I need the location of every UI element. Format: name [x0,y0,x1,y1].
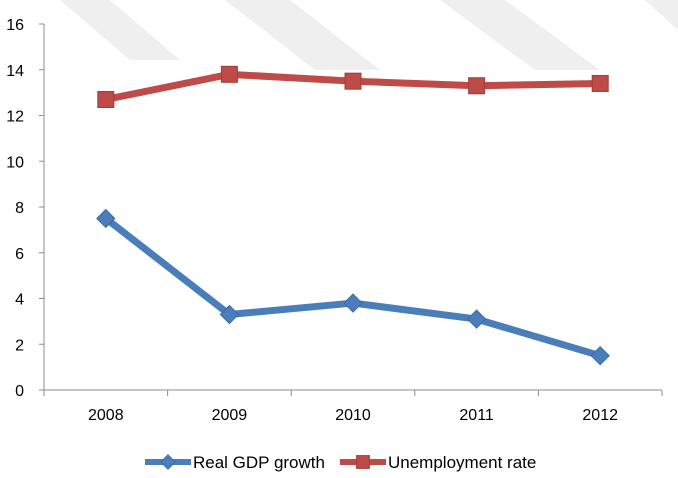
x-tick-label: 2012 [582,407,618,424]
diamond-marker [466,309,487,329]
series-line [102,214,604,360]
diamond-marker [160,454,176,470]
square-marker [356,455,370,469]
y-tick-label: 2 [15,337,24,354]
diamond-marker [343,293,363,313]
legend-label: Real GDP growth [193,453,325,472]
diamond-marker [590,345,610,366]
axes: 0 2 4 6 8 10 12 14 16 2008 2009 2010 2011 2012 [6,17,663,424]
diamond-marker [219,304,240,325]
x-tick-label: 2008 [88,407,124,424]
square-marker [344,72,362,90]
y-tick-label: 6 [15,246,24,263]
x-tick-label: 2011 [459,407,494,424]
decor-stripes [60,0,678,70]
y-tick-label: 12 [6,109,24,126]
x-tick-label: 2009 [212,407,248,424]
legend: Real GDP growth Unemployment rate [145,453,536,472]
y-tick-label: 10 [6,154,24,171]
square-marker [468,77,486,95]
y-tick-label: 4 [15,292,24,309]
y-tick-label: 16 [6,17,24,34]
series-layer [96,65,610,366]
square-marker [97,90,115,108]
decor-stripe [645,0,678,30]
square-marker [220,65,238,83]
decor-stripe [440,0,600,70]
square-marker [591,74,609,92]
y-tick-label: 0 [15,383,24,400]
legend-label: Unemployment rate [388,453,536,472]
decor-stripe [60,0,180,60]
y-tick-label: 8 [15,200,24,217]
decor-stripe [225,0,380,70]
y-tick-label: 14 [6,63,24,80]
diamond-marker [96,208,116,229]
x-tick-label: 2010 [335,407,371,424]
